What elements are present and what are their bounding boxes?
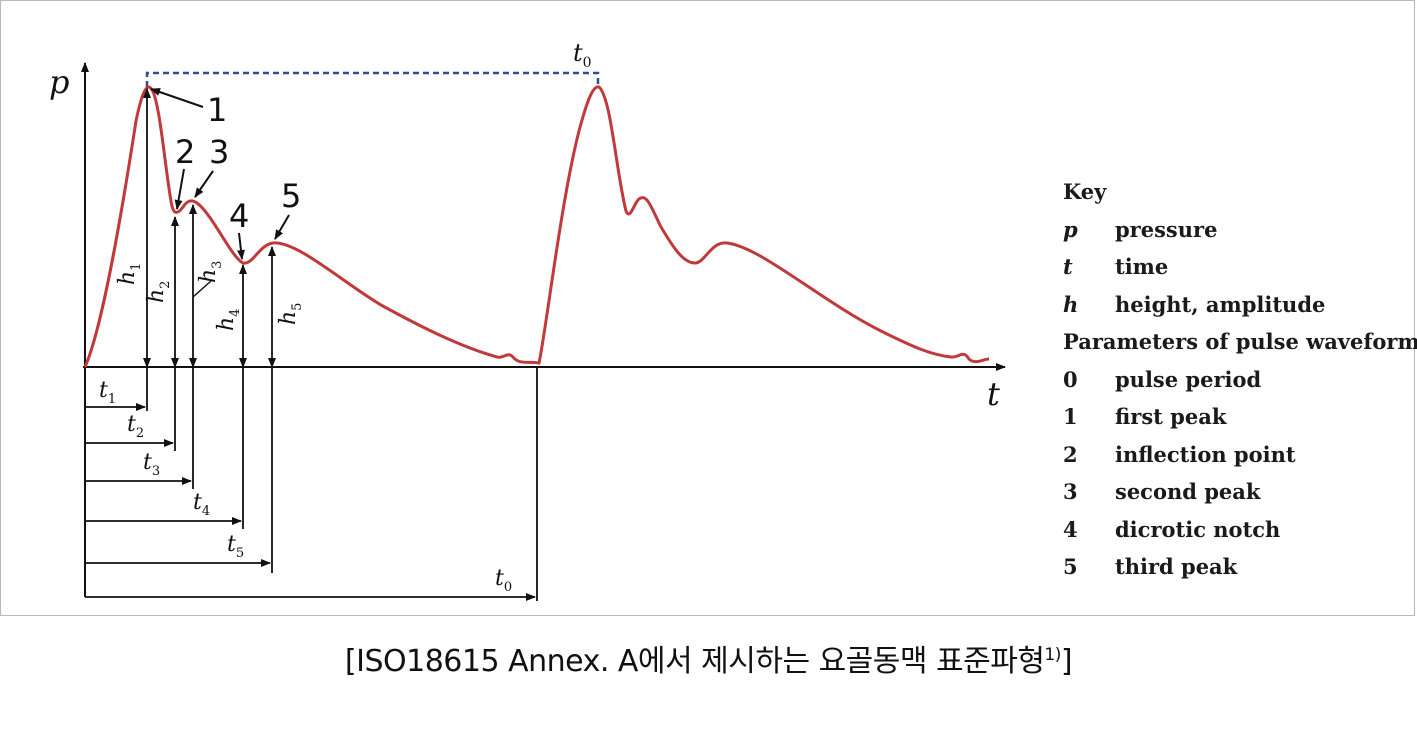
h4-label: h4 [214,309,243,331]
param-row: 4 dicrotic notch [1063,511,1417,549]
param-symbol: 0 [1063,366,1078,392]
param-row: 5 third peak [1063,548,1417,586]
pulse-waveform-diagram: p t t0 h1 h2 h3 h4 h5 1 2 3 4 5 [49,39,1006,601]
key-subtitle: Parameters of pulse waveform: [1063,329,1417,354]
param-text: dicrotic notch [1115,516,1281,542]
h3-label: h3 [196,261,225,283]
t2-label: t2 [127,412,144,441]
period-dashed-line [145,71,600,87]
caption-close: ] [1060,644,1073,679]
param-symbol: 2 [1063,441,1078,467]
key-text: pressure [1115,216,1218,242]
h2-label: h2 [144,281,173,303]
t3-label: t3 [143,450,160,479]
point-4-pointer [236,232,245,260]
param-text: inflection point [1115,441,1296,467]
param-symbol: 4 [1063,516,1078,542]
caption-footnote: 1) [1044,645,1061,665]
point-1-pointer [150,88,204,108]
point-label-1: 1 [207,91,227,129]
key-row: h height, amplitude [1063,286,1417,324]
point-label-4: 4 [229,197,249,235]
param-row: 2 inflection point [1063,436,1417,474]
key-symbol: h [1063,291,1079,317]
waveform-curve [83,85,990,368]
figure-frame: p t t0 h1 h2 h3 h4 h5 1 2 3 4 5 [0,0,1417,616]
param-text: pulse period [1115,366,1262,392]
param-row: 3 second peak [1063,473,1417,511]
param-text: second peak [1115,479,1261,504]
key-row: t time [1063,248,1417,286]
t-axis-label: t [987,375,1000,413]
p-axis-label: p [49,63,69,101]
caption-text: [ISO18615 Annex. A에서 제시하는 요골동맥 표준파형 [344,644,1045,679]
point-5-pointer [274,214,290,240]
key-symbol: p [1063,216,1078,242]
point-2-pointer [174,168,185,210]
key-row: p pressure [1063,211,1417,249]
key-text: time [1115,254,1169,279]
key-legend: Key p pressure t time h height, amplitude P… [1063,173,1417,586]
h3-leader [192,280,212,298]
point-label-2: 2 [175,133,195,171]
t0-label: t0 [495,566,512,595]
param-symbol: 3 [1063,479,1078,504]
param-row: 1 first peak [1063,398,1417,436]
h5-label: h5 [276,303,305,325]
point-3-pointer [194,170,214,198]
key-symbol: t [1063,254,1073,279]
period-label-top: t0 [573,39,592,71]
param-text: third peak [1115,554,1238,579]
param-symbol: 1 [1063,404,1078,429]
key-title: Key [1063,179,1107,204]
param-row: 0 pulse period [1063,361,1417,399]
t5-label: t5 [227,532,244,561]
point-label-5: 5 [281,177,301,215]
param-symbol: 5 [1063,554,1078,579]
t1-label: t1 [99,378,116,407]
h1-label: h1 [115,263,144,285]
t4-label: t4 [193,490,210,519]
param-text: first peak [1115,404,1227,429]
point-label-3: 3 [209,133,229,171]
figure-caption: [ISO18615 Annex. A에서 제시하는 요골동맥 표준파형1)] [0,636,1417,680]
key-text: height, amplitude [1115,291,1326,317]
